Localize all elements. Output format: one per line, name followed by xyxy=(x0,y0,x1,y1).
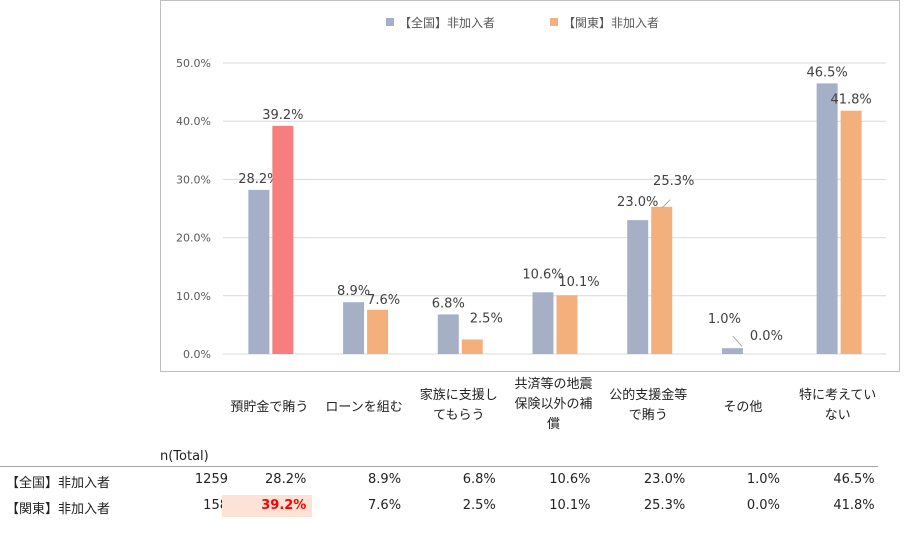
table-cell: 39.2% xyxy=(222,495,313,517)
category-label: 共済等の地震 保険以外の補償 xyxy=(507,375,601,435)
table-cell: 6.8% xyxy=(462,472,496,487)
category-label-line: 家族に支援し xyxy=(419,388,498,403)
data-label: 0.0% xyxy=(750,329,783,344)
category-label: その他 xyxy=(696,398,790,418)
bar-kanto-0 xyxy=(272,125,294,354)
y-tick-label: 40.0% xyxy=(176,115,211,128)
data-label: 10.6% xyxy=(522,267,563,282)
y-tick-label: 10.0% xyxy=(176,290,211,303)
data-label: 28.2% xyxy=(238,172,279,187)
table-cell: 10.6% xyxy=(549,472,591,487)
table-n-value: 158 xyxy=(203,498,228,513)
category-label-line: で賄う xyxy=(628,408,668,423)
category-label: 公的支援金等 で賄う xyxy=(601,386,695,426)
category-label-line: 特に考えてい xyxy=(798,388,877,403)
y-tick-label: 0.0% xyxy=(183,348,211,361)
y-tick-label: 30.0% xyxy=(176,173,211,186)
bar-national-1 xyxy=(343,302,365,354)
table-cell: 2.5% xyxy=(462,498,496,513)
bar-kanto-1 xyxy=(367,309,389,354)
table-cell: 41.8% xyxy=(833,498,875,513)
data-label: 41.8% xyxy=(830,93,871,108)
table-separator xyxy=(0,466,878,467)
bar-national-0 xyxy=(248,189,270,354)
y-tick-label: 20.0% xyxy=(176,232,211,245)
table-cell: 1.0% xyxy=(746,472,780,487)
category-label-line: 共済等の地震 xyxy=(514,377,593,392)
category-label: 預貯金で賄う xyxy=(222,398,316,418)
table-n-value: 1259 xyxy=(194,472,228,487)
leader-line xyxy=(661,199,671,209)
table-cell: 25.3% xyxy=(643,498,686,513)
category-label-line: その他 xyxy=(723,400,763,415)
category-label-line: ローンを組む xyxy=(325,400,403,415)
data-label: 1.0% xyxy=(708,312,741,327)
y-tick-label: 50.0% xyxy=(176,57,211,70)
table-cell: 8.9% xyxy=(368,472,402,487)
legend-label-national: 【全国】非加入者 xyxy=(399,15,495,30)
bar-kanto-3 xyxy=(556,295,578,354)
bar-kanto-6 xyxy=(840,110,862,354)
table-cell-highlight-text: 39.2% xyxy=(261,498,307,513)
table-cell: 7.6% xyxy=(368,498,402,513)
data-label: 46.5% xyxy=(806,65,847,80)
table-row-label: 【関東】非加入者 xyxy=(6,502,111,517)
bar-chart: 0.0% 10.0% 20.0% 30.0% 40.0% 50.0% 【全国】非加入者 【関東… xyxy=(176,15,886,361)
data-label: 6.8% xyxy=(432,296,465,311)
category-label-line: 保険以外の補 xyxy=(514,397,593,412)
bar-kanto-2 xyxy=(461,339,483,354)
category-label-line: てもらう xyxy=(433,408,485,423)
category-label: 家族に支援し てもらう xyxy=(412,386,506,426)
data-label: 23.0% xyxy=(617,195,658,210)
table-cell: 0.0% xyxy=(746,498,780,513)
bar-national-2 xyxy=(437,314,459,354)
legend-swatch-national xyxy=(386,18,394,26)
bar-national-5 xyxy=(721,348,743,354)
category-label-line: 公的支援金等 xyxy=(609,388,688,403)
data-label: 10.1% xyxy=(558,275,599,290)
n-header: n(Total) xyxy=(160,449,209,464)
leader-line xyxy=(732,335,743,347)
category-label: 特に考えてい ない xyxy=(791,386,885,426)
data-label: 2.5% xyxy=(470,311,503,326)
category-label-line: 預貯金で賄う xyxy=(230,400,309,415)
data-label: 7.6% xyxy=(367,293,400,308)
bar-national-3 xyxy=(532,292,554,354)
table-cell: 28.2% xyxy=(265,472,307,487)
bar-national-6 xyxy=(816,83,838,355)
table-row-label: 【全国】非加入者 xyxy=(6,476,111,491)
table-cell: 10.1% xyxy=(549,498,591,513)
category-label-line: ない xyxy=(824,408,851,423)
data-label: 25.3% xyxy=(653,174,694,189)
legend-label-kanto: 【関東】非加入者 xyxy=(563,16,659,30)
data-label: 39.2% xyxy=(262,108,303,123)
category-label: ローンを組む xyxy=(317,398,411,418)
chart-area: 0.0% 10.0% 20.0% 30.0% 40.0% 50.0% 【全国】非加入者 【関東… xyxy=(160,0,900,372)
category-label-line: 償 xyxy=(546,417,560,432)
table-cell: 46.5% xyxy=(833,472,875,487)
legend-swatch-kanto xyxy=(550,18,558,26)
bar-national-4 xyxy=(627,220,649,354)
table-cell: 23.0% xyxy=(643,472,686,487)
bar-kanto-4 xyxy=(651,206,673,354)
data-label: 8.9% xyxy=(337,284,370,299)
